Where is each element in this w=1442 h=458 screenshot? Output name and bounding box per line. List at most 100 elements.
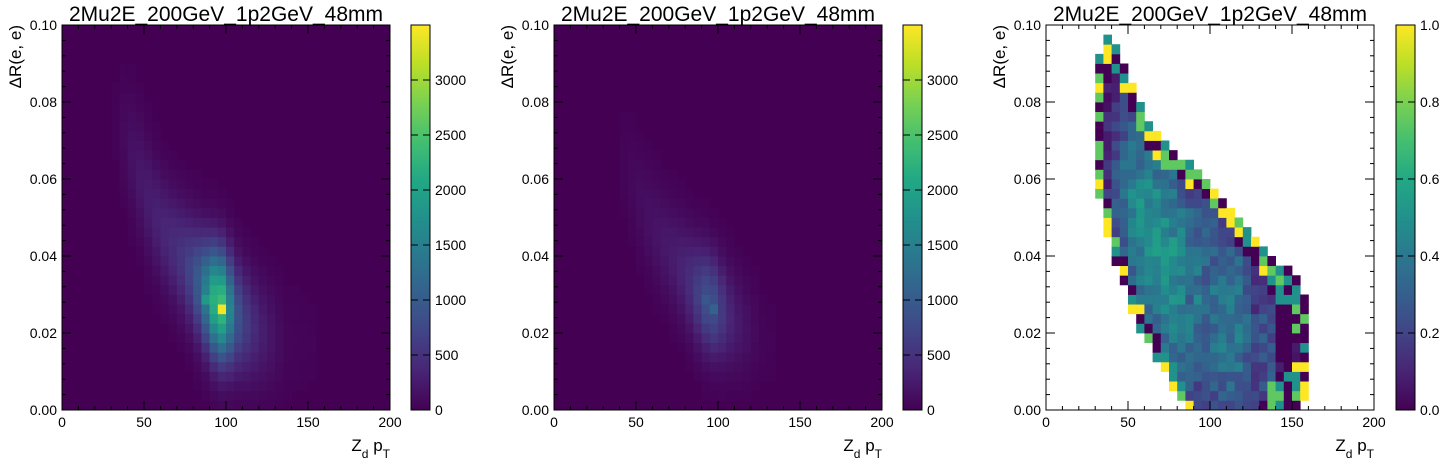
heatmap-cell [267,333,276,344]
heatmap-cell [1169,246,1178,257]
heatmap-cell [258,313,268,324]
heatmap-cell [127,159,137,170]
heatmap-cell [1144,217,1153,228]
heatmap-cell [677,342,686,353]
heatmap-cell [1283,313,1293,324]
heatmap-cell [201,352,210,363]
heatmap-cell [111,102,120,113]
heatmap-cell [168,284,178,295]
heatmap-cell [718,256,727,267]
heatmap-cell [1177,304,1186,315]
heatmap-cell [652,217,661,228]
heatmap-cell [201,227,210,238]
heatmap-cell [1193,275,1203,286]
heatmap-cell [1275,275,1285,286]
heatmap-cell [176,179,186,190]
heatmap-cell [734,304,743,315]
heatmap-cell [176,323,186,334]
heatmap-cell [226,275,235,286]
y-tick-label: 0.10 [1014,17,1041,33]
heatmap-cell [1201,294,1211,305]
heatmap-cell [176,246,186,257]
heatmap-cell [193,198,202,209]
heatmap-cell [250,342,260,353]
y-tick-label: 0.00 [30,402,57,418]
heatmap-cell [1201,284,1211,295]
heatmap-cell [119,82,128,93]
heatmap-cell [1259,304,1268,315]
heatmap-cell [1193,333,1203,344]
heatmap-cell [636,130,645,141]
heatmap-cell [1185,265,1194,276]
heatmap-cell [283,323,292,334]
x-tick-label: 50 [1120,414,1136,430]
heatmap-cell [209,342,219,353]
heatmap-cell [1119,130,1129,141]
heatmap-cell [1201,390,1211,401]
heatmap-cell [677,256,686,267]
heatmap-cell [1251,342,1260,353]
heatmap-cell [627,207,637,218]
heatmap-cell [1259,265,1268,276]
heatmap-cell [299,371,309,382]
heatmap-cell [152,275,161,286]
heatmap-cell [1111,121,1121,132]
heatmap-cell [1283,342,1293,353]
heatmap-cell [701,256,711,267]
heatmap-cell [685,188,694,199]
heatmap-cell [258,333,268,344]
heatmap-cell [1111,82,1121,93]
heatmap-cell [1185,188,1194,199]
heatmap-cell [291,323,301,334]
heatmap-cell [250,323,260,334]
heatmap-cell [1259,246,1268,257]
heatmap-cell [627,150,637,161]
heatmap-cell [160,236,169,247]
heatmap-cell [1169,198,1178,209]
heatmap-cell [250,304,260,315]
heatmap-cell [1169,207,1178,218]
heatmap-cell [1169,381,1178,392]
colorbar-tick-label: 1500 [927,237,958,253]
heatmap-cell [1144,323,1153,334]
heatmap-cell [660,207,670,218]
heatmap-cell [1128,102,1137,113]
heatmap-cell [1160,265,1170,276]
heatmap-cell [111,150,120,161]
heatmap-cell [242,313,251,324]
heatmap-cell [677,333,686,344]
heatmap-cell [1251,352,1260,363]
heatmap-cell [267,284,276,295]
heatmap-cell [1193,304,1203,315]
heatmap-cell [1292,371,1301,382]
heatmap-cell [726,294,735,305]
heatmap-cell [750,284,760,295]
heatmap-cell [201,381,210,392]
heatmap-cell [718,294,727,305]
heatmap-cell [168,275,178,286]
heatmap-cell [226,371,235,382]
heatmap-cell [668,256,678,267]
heatmap-cell [119,63,128,74]
heatmap-cell [1275,352,1285,363]
heatmap-cell [767,304,776,315]
y-tick-label: 0.02 [522,325,549,341]
heatmap-cell [291,284,301,295]
heatmap-cell [1177,217,1186,228]
heatmap-cell [144,246,153,257]
heatmap-cell [144,102,153,113]
heatmap-cell [1218,207,1227,218]
heatmap-cell [299,304,309,315]
heatmap-cell [1210,361,1219,372]
heatmap-cell [152,169,161,180]
heatmap-cell [660,275,670,286]
heatmap-cell [201,294,210,305]
heatmap-cell [168,169,178,180]
heatmap-cell [176,217,186,228]
heatmap-cell [1193,256,1203,267]
colorbar-tick-label: 1000 [927,292,958,308]
heatmap-cell [1218,236,1227,247]
heatmap-cell [1226,390,1235,401]
heatmap-cell [1160,275,1170,286]
heatmap-cell [668,265,678,276]
